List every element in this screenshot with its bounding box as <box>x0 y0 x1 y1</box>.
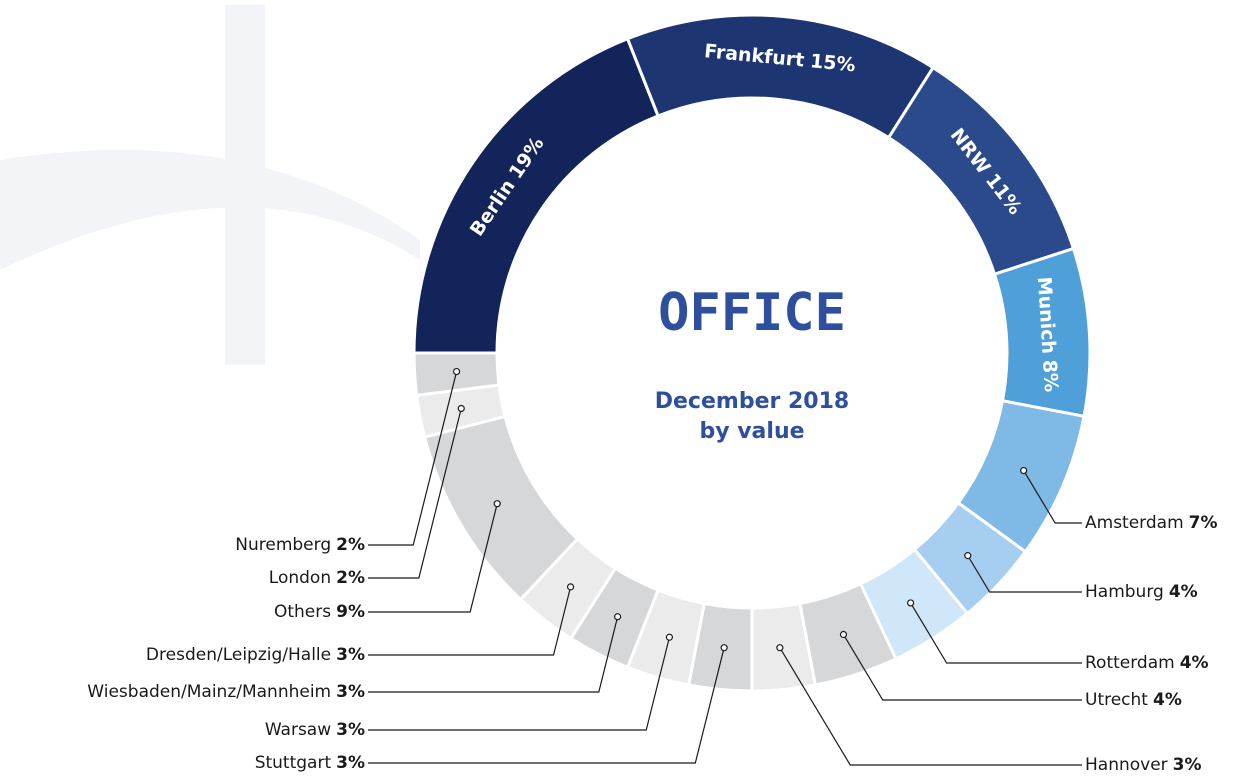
leader-dot <box>1021 468 1027 474</box>
segment-name: Warsaw <box>265 720 331 740</box>
segment-value: 4% <box>1153 690 1182 710</box>
chart-subtitle: December 2018 <box>655 389 849 414</box>
leader-dot <box>454 369 460 375</box>
segment-name: Amsterdam <box>1085 513 1184 533</box>
segment-value: 9% <box>336 602 365 622</box>
segment-name: Hannover <box>1085 755 1168 775</box>
segment-value: 3% <box>336 753 365 773</box>
leader-dot <box>908 600 914 606</box>
segment-value: 3% <box>336 720 365 740</box>
segment-value: 8% <box>1039 359 1063 393</box>
segment-value: 3% <box>1173 755 1202 775</box>
segment-name: Nuremberg <box>235 535 331 555</box>
donut-segment <box>414 39 658 353</box>
chart: OFFICE December 2018 by value Berlin19%F… <box>0 0 1245 781</box>
segment-value: 3% <box>336 645 365 665</box>
segment-value: 2% <box>336 535 365 555</box>
segment-value: 3% <box>336 682 365 702</box>
segment-name: London <box>269 568 331 588</box>
donut-segment <box>628 15 934 138</box>
segment-name: Dresden/Leipzig/Halle <box>146 645 331 665</box>
leader-dot <box>840 632 846 638</box>
chart-subtitle: by value <box>699 419 804 444</box>
leader-dot <box>568 584 574 590</box>
segment-name: Others <box>274 602 331 622</box>
segment-name: Stuttgart <box>255 753 332 773</box>
segment-name: Rotterdam <box>1085 653 1175 673</box>
segment-value: 2% <box>336 568 365 588</box>
segment-value: 4% <box>1169 582 1198 602</box>
leader-dot <box>615 614 621 620</box>
leader-dot <box>965 553 971 559</box>
leader-dot <box>666 634 672 640</box>
leader-dot <box>721 645 727 651</box>
leader-dot <box>777 645 783 651</box>
background-decoration <box>0 5 420 365</box>
leader-dot <box>458 405 464 411</box>
segment-value: 7% <box>1189 513 1218 533</box>
segment-value: 15% <box>809 50 856 76</box>
segment-value: 4% <box>1180 653 1209 673</box>
segment-name: Hamburg <box>1085 582 1164 602</box>
segment-name: Utrecht <box>1085 690 1148 710</box>
segment-name: Wiesbaden/Mainz/Mannheim <box>87 682 331 702</box>
leader-dot <box>494 501 500 507</box>
chart-title: OFFICE <box>658 283 846 343</box>
